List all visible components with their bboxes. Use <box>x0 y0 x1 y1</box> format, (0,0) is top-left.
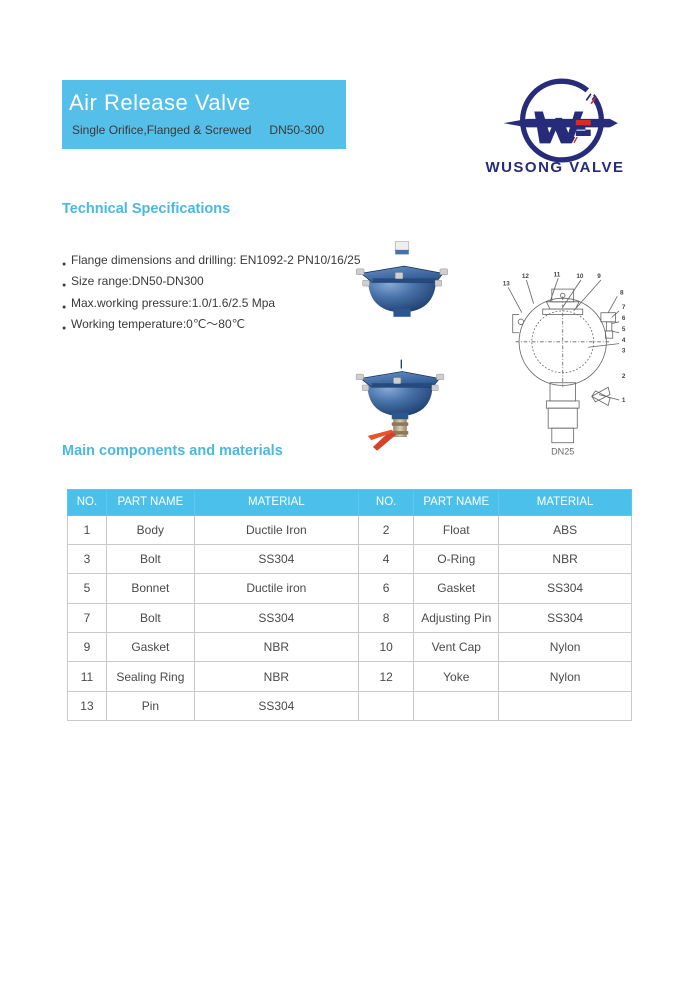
svg-text:13: 13 <box>503 280 511 287</box>
svg-text:12: 12 <box>522 273 530 280</box>
svg-text:5: 5 <box>622 326 626 333</box>
svg-text:4: 4 <box>622 337 626 344</box>
svg-text:11: 11 <box>554 271 561 278</box>
svg-text:1: 1 <box>622 397 626 404</box>
svg-text:10: 10 <box>576 273 584 280</box>
svg-text:3: 3 <box>622 348 626 355</box>
svg-text:2: 2 <box>622 373 626 380</box>
svg-text:7: 7 <box>622 304 626 311</box>
svg-text:DN25: DN25 <box>551 447 574 457</box>
svg-text:6: 6 <box>622 315 626 322</box>
svg-text:9: 9 <box>597 273 601 280</box>
svg-text:8: 8 <box>620 290 624 297</box>
